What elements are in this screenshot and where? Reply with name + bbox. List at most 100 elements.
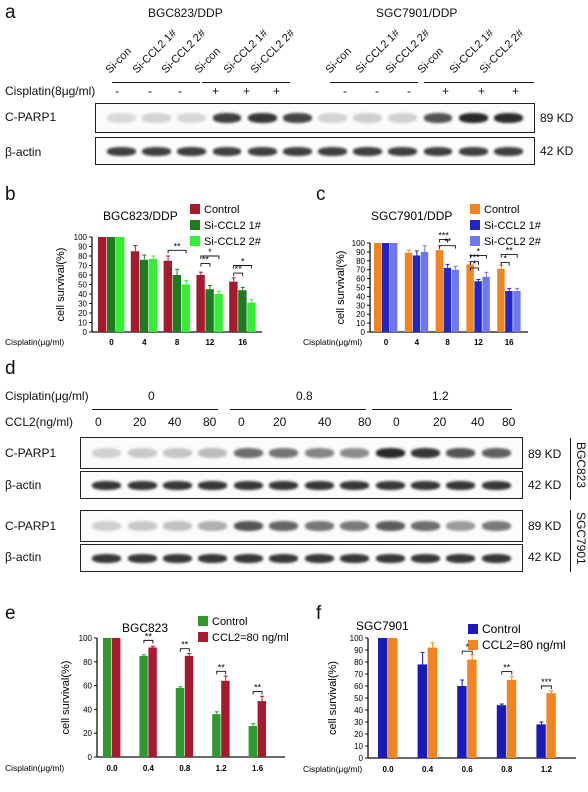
significance-bracket [439,238,449,243]
y-tick-label: 100 [74,233,88,242]
x-tick-label: 0.4 [143,764,155,773]
y-axis-label: cell survival(%) [327,661,339,735]
legend-swatch [198,616,208,626]
x-tick-label: 0.0 [382,765,394,774]
significance-mark: * [241,257,245,267]
significance-mark: ** [181,640,189,650]
ccl2-level: 20 [273,415,287,429]
significance-bracket [179,648,190,652]
panel-f-label: f [316,603,322,624]
bar [420,251,429,332]
bar [388,638,398,758]
bar [378,638,388,758]
panel-a-row-cparp1: C-PARP1 [5,110,57,124]
group-label-bgc823-ddp: BGC823/DDP [148,6,223,20]
blot-band [127,553,157,563]
panel-a-sign: - [407,84,411,98]
significance-mark: ** [444,237,452,247]
blot-band [304,553,334,563]
legend-swatch [190,204,200,214]
ccl2-level: 80 [502,415,516,429]
bar [214,294,223,332]
significance-mark: ** [202,255,210,265]
bar [417,664,427,758]
blot-band [388,113,418,123]
x-axis-label: Cisplatin(μg/ml) [5,337,64,347]
y-tick-label: 10 [356,319,365,328]
blot-band [481,521,511,531]
bar [148,258,158,332]
bar [536,724,546,758]
x-tick-label: 16 [238,338,247,347]
legend-swatch [470,220,480,230]
blot-band [163,553,193,563]
bar [98,237,107,332]
bar [163,260,172,332]
panel-d-blot-cparp1-sgc [80,510,523,542]
panel-a-sign: + [478,84,486,98]
blot-band [177,146,207,156]
ccl2-level: 40 [318,415,332,429]
cisplatin-level-08: 0.8 [296,389,313,403]
x-tick-label: 0.8 [179,764,191,773]
y-tick-label: 20 [356,310,365,319]
significance-bracket [500,262,510,266]
legend-swatch [468,640,478,650]
blot-band [304,480,334,490]
chart-title: SGC7901/DDP [371,209,452,223]
bar [374,243,382,332]
bar [184,655,194,757]
significance-bracket [216,670,227,675]
blot-band [92,480,122,490]
panel-a-sign: + [243,84,251,98]
panel-d-kd-42-bgc: 42 KD [528,478,562,492]
bar [546,693,556,758]
panel-a-lane-label: Si-con [192,45,224,76]
bar [139,655,148,757]
y-tick-label: 40 [78,290,87,299]
bar [506,680,517,758]
blot-band [446,521,476,531]
x-axis-label: Cisplatin(μg/ml) [303,337,362,347]
panel-a-lane-label: Si-con [323,45,355,76]
chart-e: BGC823 0 20 40 60 80 100 cell survival(%) Cispla… [5,616,289,773]
ccl2-level: 40 [168,415,182,429]
y-tick-label: 80 [354,658,363,667]
bar [451,269,459,332]
cisplatin-level-12: 1.2 [432,389,449,403]
panel-d-blot-cparp1-bgc [80,437,523,469]
blot-band [318,113,347,123]
blot-band [340,448,370,458]
bar [107,237,116,332]
blot-band [353,146,383,156]
blot-band [410,521,440,531]
x-tick-label: 0.6 [462,765,474,774]
panel-a-sign: + [212,84,220,98]
blot-band [233,553,263,563]
significance-mark: * [503,254,507,264]
y-tick-label: 50 [356,284,365,293]
significance-mark: ** [145,631,153,641]
bar [205,289,214,332]
panel-a-sign: + [273,84,281,98]
y-tick-label: 80 [356,257,365,266]
cisplatin-8-label: Cisplatin(8μg/ml) [5,84,96,98]
blot-band [212,113,242,123]
y-axis-label: cell survival(%) [60,661,72,735]
panel-a-sign: + [442,84,450,98]
significance-bracket [469,255,487,259]
panel-a-sign: - [178,84,182,98]
significance-bracket [167,249,187,254]
panel-b-label: b [5,184,16,205]
y-tick-label: 60 [354,682,363,691]
significance-mark: * [477,246,481,256]
bar [248,726,257,757]
ccl2-level: 0 [238,415,245,429]
bar [196,275,205,332]
blot-band [233,448,263,458]
panel-d-row-cparp1-bgc: C-PARP1 [5,446,57,460]
bar [247,302,256,332]
x-tick-label: 8 [175,338,180,347]
blot-band [410,480,440,490]
legend-swatch [470,204,480,214]
